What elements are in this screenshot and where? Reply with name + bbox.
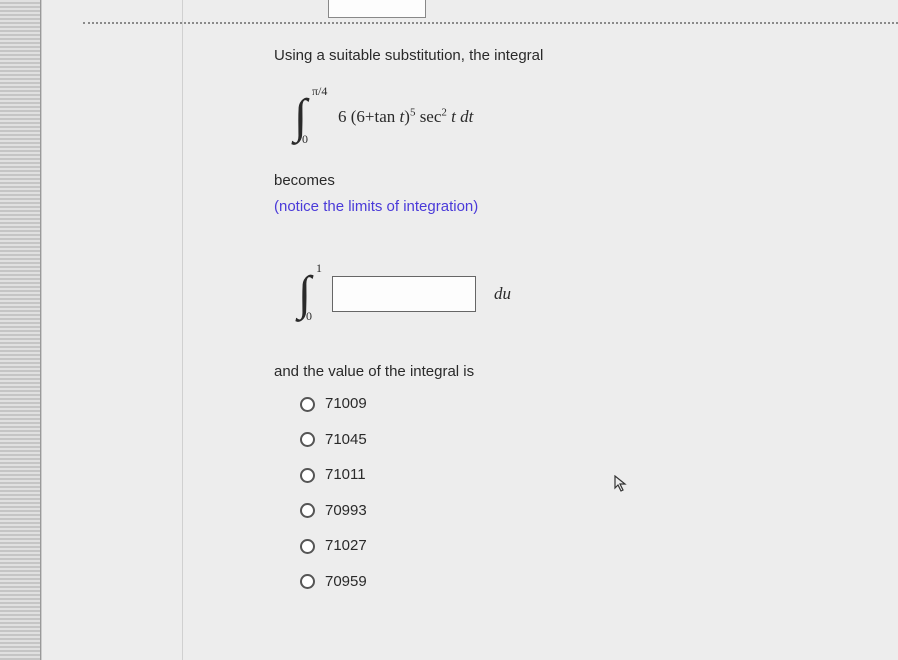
- content-panel: Using a suitable substitution, the integ…: [41, 0, 898, 660]
- option-row[interactable]: 71027: [300, 535, 878, 558]
- option-label: 71027: [325, 535, 367, 558]
- option-label: 70993: [325, 500, 367, 523]
- base: (6+tan: [351, 107, 400, 126]
- column-divider: [182, 0, 183, 660]
- option-label: 71011: [325, 464, 366, 487]
- dt: dt: [456, 107, 473, 126]
- option-row[interactable]: 71011: [300, 464, 878, 487]
- integrand-expression: 6 (6+tan t)5 sec2 t dt: [338, 104, 473, 130]
- integral-symbol-2: ∫ 1 0: [298, 267, 324, 321]
- notice-text: (notice the limits of integration): [274, 196, 878, 219]
- lower-limit-2: 0: [306, 307, 312, 325]
- option-row[interactable]: 71009: [300, 393, 878, 416]
- integrand-input[interactable]: [332, 276, 476, 312]
- value-prompt: and the value of the integral is: [274, 361, 878, 384]
- radio-icon[interactable]: [300, 397, 315, 412]
- du-text: du: [494, 281, 511, 307]
- previous-answer-input[interactable]: [328, 0, 426, 18]
- var-t2: t: [447, 107, 456, 126]
- radio-icon[interactable]: [300, 468, 315, 483]
- upper-limit: π/4: [312, 82, 327, 100]
- integral-substituted: ∫ 1 0 du: [298, 267, 878, 321]
- option-row[interactable]: 70993: [300, 500, 878, 523]
- integral-symbol: ∫ π/4 0: [294, 90, 320, 144]
- radio-icon[interactable]: [300, 432, 315, 447]
- question-body: Using a suitable substitution, the integ…: [274, 45, 878, 606]
- answer-options: 71009 71045 71011 70993 71027 70959: [300, 393, 878, 593]
- radio-icon[interactable]: [300, 574, 315, 589]
- coef: 6: [338, 107, 347, 126]
- option-row[interactable]: 71045: [300, 429, 878, 452]
- integral-original: ∫ π/4 0 6 (6+tan t)5 sec2 t dt: [294, 90, 878, 144]
- option-label: 71009: [325, 393, 367, 416]
- upper-limit-2: 1: [316, 259, 322, 277]
- question-divider: [83, 22, 898, 24]
- radio-icon[interactable]: [300, 503, 315, 518]
- left-gutter: [0, 0, 41, 660]
- lower-limit: 0: [302, 130, 308, 148]
- radio-icon[interactable]: [300, 539, 315, 554]
- sec: sec: [415, 107, 441, 126]
- intro-text: Using a suitable substitution, the integ…: [274, 45, 878, 68]
- option-label: 70959: [325, 571, 367, 594]
- option-label: 71045: [325, 429, 367, 452]
- option-row[interactable]: 70959: [300, 571, 878, 594]
- becomes-text: becomes: [274, 170, 878, 193]
